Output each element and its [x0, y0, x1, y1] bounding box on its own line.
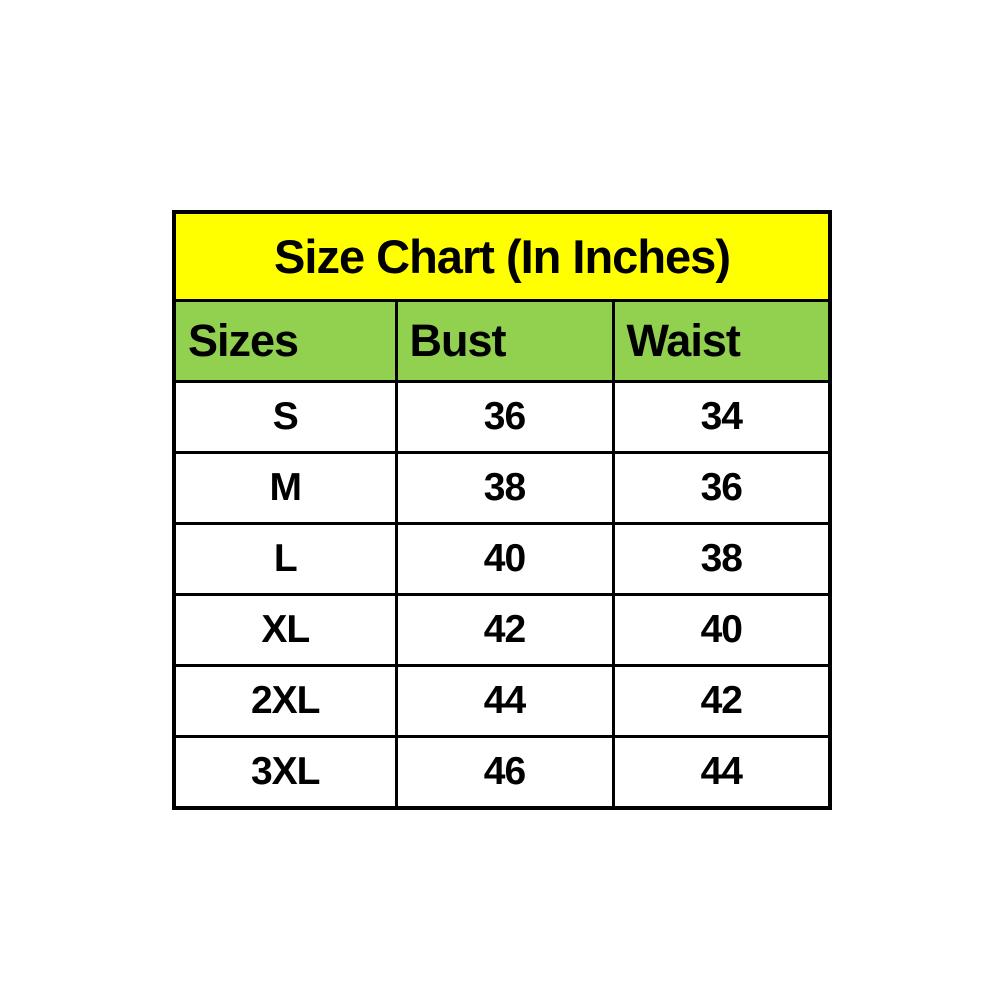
title-row: Size Chart (In Inches): [172, 210, 832, 302]
cell-size: 3XL: [172, 735, 398, 810]
table-row: XL 42 40: [172, 593, 832, 667]
cell-waist: 40: [611, 593, 832, 667]
table-row: M 38 36: [172, 451, 832, 525]
header-row: Sizes Bust Waist: [172, 299, 832, 383]
cell-size: S: [172, 380, 398, 454]
cell-waist: 34: [611, 380, 832, 454]
chart-title: Size Chart (In Inches): [172, 210, 832, 302]
cell-size: L: [172, 522, 398, 596]
cell-bust: 40: [394, 522, 615, 596]
cell-size: XL: [172, 593, 398, 667]
cell-waist: 42: [611, 664, 832, 738]
column-header-waist: Waist: [611, 299, 832, 383]
table-row: 3XL 46 44: [172, 735, 832, 810]
cell-bust: 38: [394, 451, 615, 525]
table-row: S 36 34: [172, 380, 832, 454]
cell-size: M: [172, 451, 398, 525]
size-chart-table: Size Chart (In Inches) Sizes Bust Waist …: [172, 210, 833, 810]
table-row: 2XL 44 42: [172, 664, 832, 738]
cell-waist: 44: [611, 735, 832, 810]
cell-bust: 36: [394, 380, 615, 454]
cell-bust: 46: [394, 735, 615, 810]
cell-size: 2XL: [172, 664, 398, 738]
cell-bust: 44: [394, 664, 615, 738]
cell-bust: 42: [394, 593, 615, 667]
table-row: L 40 38: [172, 522, 832, 596]
cell-waist: 36: [611, 451, 832, 525]
cell-waist: 38: [611, 522, 832, 596]
column-header-bust: Bust: [394, 299, 615, 383]
column-header-sizes: Sizes: [172, 299, 398, 383]
